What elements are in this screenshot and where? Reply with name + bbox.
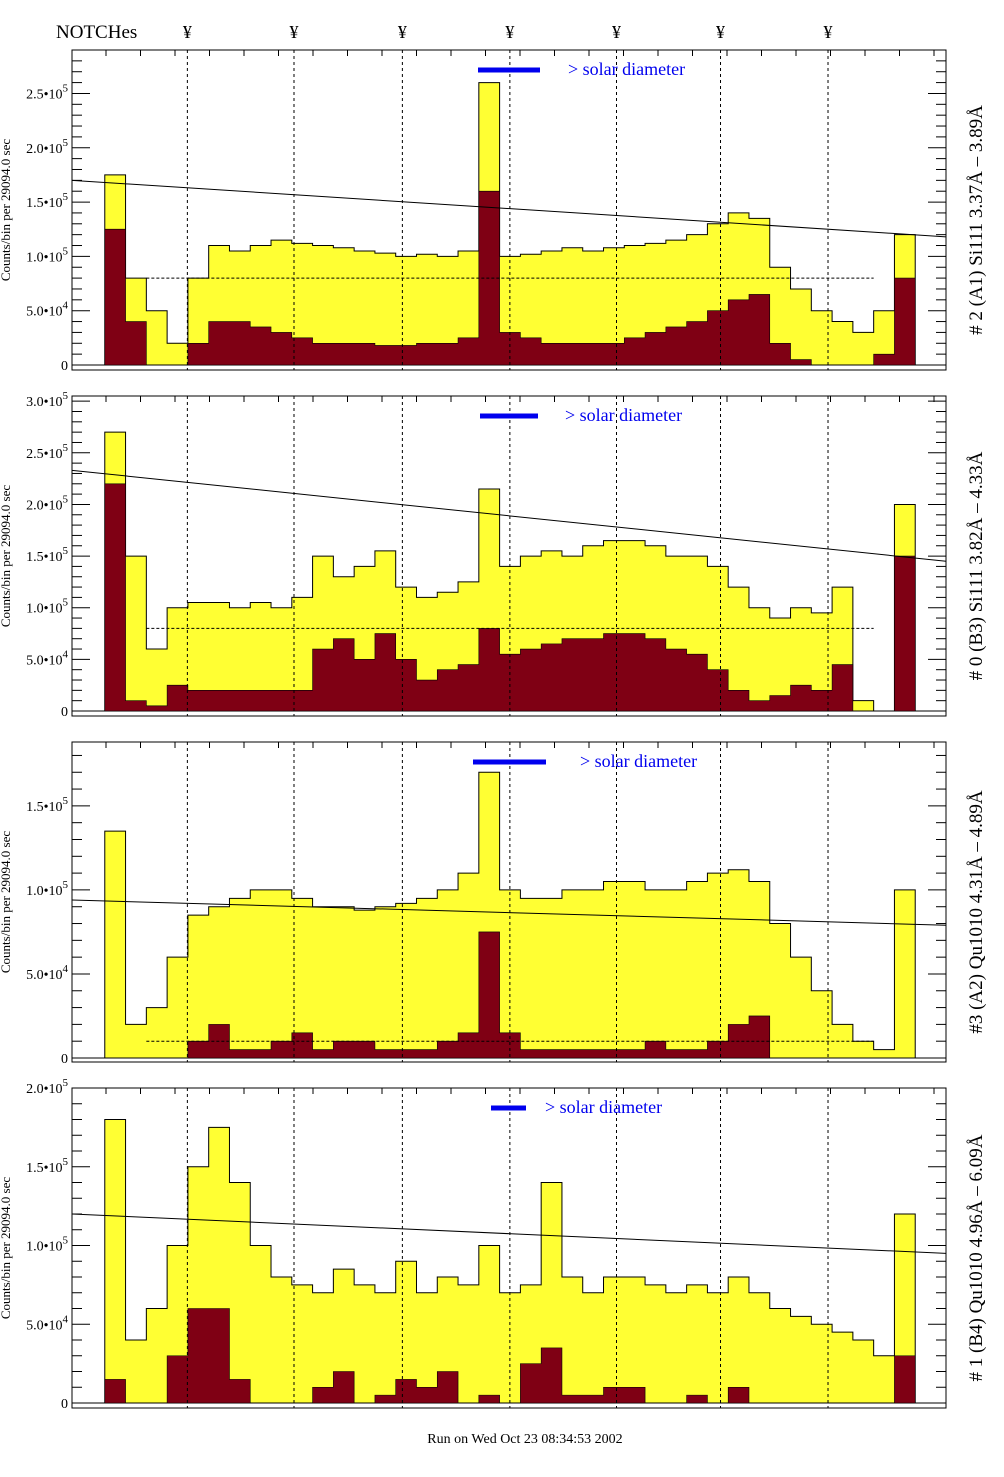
panel-frame: [71, 1087, 947, 1409]
y-tick-label: 2.0•105: [26, 137, 68, 157]
y-tick-label: 1.5•105: [26, 795, 68, 815]
y-tick-label: 2.0•105: [26, 493, 68, 513]
panel-2: 0 5.0•104 1.0•105 1.5•105 Counts/bin per 290…: [0, 741, 987, 1067]
y-tick-label: 5.0•104: [26, 648, 68, 668]
y-tick-label: 2.5•105: [26, 442, 68, 462]
y-axis-label: Counts/bin per 29094.0 sec: [0, 485, 13, 627]
y-tick-label: 0: [61, 705, 68, 720]
notch-symbol: ¥: [824, 22, 833, 42]
y-axis-label: Counts/bin per 29094.0 sec: [0, 831, 13, 973]
y-axis-label: Counts/bin per 29094.0 sec: [0, 139, 13, 281]
y-tick-label: 1.0•105: [26, 245, 68, 265]
trend-line: [71, 899, 947, 926]
panel-title: #3 (A2) Qu1010 4.31Å – 4.89Å: [966, 790, 987, 1034]
red-histogram: [84, 190, 936, 366]
panel-frame: [71, 49, 947, 371]
notch-symbol: ¥: [183, 22, 192, 42]
panel-0: 0 5.0•104 1.0•105 1.5•105 2.0•105 2.5•105 Coun…: [0, 49, 987, 374]
y-tick-label: 1.0•105: [26, 1235, 68, 1255]
notch-symbol: ¥: [505, 22, 514, 42]
notch-symbol: ¥: [289, 22, 298, 42]
y-tick-label: 1.5•105: [26, 1156, 68, 1176]
red-histogram: [84, 483, 936, 712]
y-tick-label: 0: [61, 1052, 68, 1067]
trend-line: [71, 1213, 947, 1254]
y-tick-label: 0: [61, 359, 68, 374]
panel-3: 0 5.0•104 1.0•105 1.5•105 2.0•105 Counts/bin …: [0, 1077, 987, 1412]
y-tick-label: 0: [61, 1397, 68, 1412]
footer-run-date: Run on Wed Oct 23 08:34:53 2002: [427, 1432, 622, 1447]
y-tick-label: 2.0•105: [26, 1077, 68, 1097]
notch-symbol: ¥: [716, 22, 725, 42]
trend-line: [71, 469, 947, 562]
y-tick-label: 1.0•105: [26, 879, 68, 899]
notch-symbol: ¥: [612, 22, 621, 42]
legend-label: > solar diameter: [565, 405, 682, 425]
legend-label: > solar diameter: [545, 1097, 662, 1117]
panel-title: # 0 (B3) Si111 3.82Å – 4.33Å: [966, 451, 987, 680]
trend-line: [71, 179, 947, 238]
panel-1: 0 5.0•104 1.0•105 1.5•105 2.0•105 2.5•105 3.0•…: [0, 390, 987, 720]
y-tick-label: 5.0•104: [26, 300, 68, 320]
y-tick-label: 5.0•104: [26, 963, 68, 983]
notches-label: NOTCHes: [56, 22, 137, 43]
y-tick-label: 3.0•105: [26, 390, 68, 410]
total-histogram: [84, 771, 936, 1059]
panel-frame: [71, 741, 947, 1063]
legend-label: > solar diameter: [580, 751, 697, 771]
y-tick-label: 5.0•104: [26, 1313, 68, 1333]
notch-symbol: ¥: [398, 22, 407, 42]
y-tick-label: 1.5•105: [26, 191, 68, 211]
red-histogram: [84, 1308, 936, 1404]
y-axis-label: Counts/bin per 29094.0 sec: [0, 1177, 13, 1319]
panel-title: # 2 (A1) Si111 3.37Å – 3.89Å: [966, 105, 987, 335]
panel-title: # 1 (B4) Qu1010 4.96Å – 6.09Å: [966, 1134, 987, 1381]
legend-label: > solar diameter: [568, 59, 685, 79]
y-tick-label: 1.5•105: [26, 545, 68, 565]
y-tick-label: 2.5•105: [26, 82, 68, 102]
y-tick-label: 1.0•105: [26, 597, 68, 617]
total-histogram: [84, 82, 936, 366]
